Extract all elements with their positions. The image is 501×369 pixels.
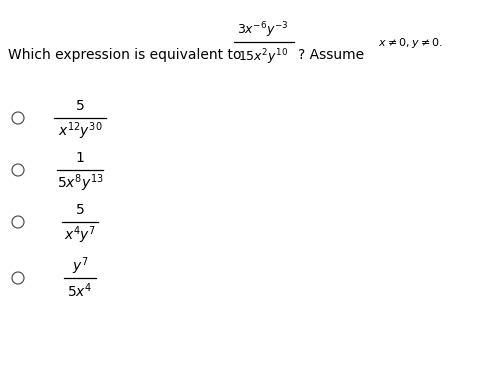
Text: $5$: $5$ <box>75 203 85 217</box>
Text: $y^{7}$: $y^{7}$ <box>72 255 88 277</box>
Text: $x\neq0, y\neq0.$: $x\neq0, y\neq0.$ <box>377 36 442 50</box>
Text: $1$: $1$ <box>75 151 85 165</box>
Text: $3x^{-6}y^{-3}$: $3x^{-6}y^{-3}$ <box>237 20 288 40</box>
Text: $5$: $5$ <box>75 99 85 113</box>
Text: $x^{12}y^{30}$: $x^{12}y^{30}$ <box>58 120 102 142</box>
Text: Which expression is equivalent to: Which expression is equivalent to <box>8 48 241 62</box>
Text: $x^{4}y^{7}$: $x^{4}y^{7}$ <box>64 224 96 246</box>
Text: $15x^{2}y^{10}$: $15x^{2}y^{10}$ <box>237 47 288 67</box>
Text: $5x^{4}$: $5x^{4}$ <box>67 282 93 300</box>
Text: $5x^{8}y^{13}$: $5x^{8}y^{13}$ <box>57 172 103 194</box>
Text: ? Assume: ? Assume <box>298 48 363 62</box>
